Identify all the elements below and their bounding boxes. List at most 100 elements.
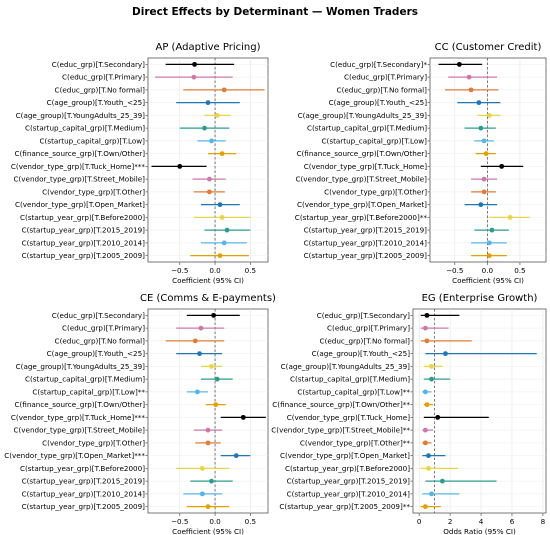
point-estimate (217, 202, 223, 208)
x-tick-label: −0.5 (446, 266, 463, 275)
point-estimate (468, 87, 474, 93)
point-estimate (233, 453, 239, 459)
x-tick-label: 0.5 (245, 266, 256, 275)
x-tick-label: 4 (479, 517, 484, 526)
point-estimate (507, 214, 513, 220)
row-label: C(age_group)[T.YoungAdults_25_39] (16, 362, 146, 371)
row-label: C(startup_year_grp)[T.2005_2009] (304, 251, 428, 260)
row-label: C(vendor_type_grp)[T.Tuck_Home] (287, 413, 411, 422)
row-label: C(educ_grp)[T.No formal] (320, 336, 411, 345)
point-estimate (429, 491, 434, 497)
point-estimate (217, 253, 223, 259)
row-label: C(vendor_type_grp)[T.Tuck_Home]*** (11, 162, 145, 171)
panel-eg: EG (Enterprise Growth) 0 2 4 6 8 C(educ_grp)[T… (271, 293, 547, 535)
point-estimate (207, 189, 212, 195)
point-estimate (205, 504, 211, 510)
panel-ap: AP (Adaptive Pricing) −0.5 0.0 0.5 C(educ_gr… (11, 42, 269, 285)
point-estimate (224, 227, 230, 233)
row-label: C(vendor_type_grp)[T.Open_Market]*** (4, 451, 145, 460)
point-estimate (439, 478, 445, 484)
point-estimate (221, 87, 227, 93)
plot-frame (429, 57, 547, 263)
row-label: C(startup_year_grp)[T.2015_2019] (287, 477, 411, 486)
point-estimate (422, 504, 428, 510)
row-label: C(vendor_type_grp)[T.Other] (42, 438, 145, 447)
x-axis-label: Coefficient (95% CI) (172, 276, 244, 285)
row-label: C(educ_grp)[T.Secondary] (317, 311, 410, 320)
row-label: C(age_group)[T.Youth_<25] (329, 98, 428, 107)
row-label: C(startup_year_grp)[T.2005_2009]** (279, 502, 410, 511)
x-tick-label: 0.5 (514, 266, 525, 275)
panel-title: EG (Enterprise Growth) (422, 293, 538, 304)
point-estimate (221, 240, 227, 246)
row-label: C(startup_capital_grp)[T.Low] (322, 136, 428, 145)
row-label: C(vendor_type_grp)[T.Street_Mobile]** (271, 426, 410, 435)
row-label: C(vendor_type_grp)[T.Street_Mobile] (13, 175, 145, 184)
row-label: C(vendor_type_grp)[T.Open_Market] (280, 451, 410, 460)
point-estimate (207, 176, 212, 182)
row-label: C(vendor_type_grp)[T.Other] (42, 187, 145, 196)
row-label: C(startup_capital_grp)[T.Medium] (290, 375, 410, 384)
row-label: C(age_group)[T.Youth_<25] (47, 349, 146, 358)
row-label: C(startup_year_grp)[T.2015_2019] (304, 226, 428, 235)
point-estimate (240, 414, 246, 420)
row-label: C(vendor_type_grp)[T.Tuck_Home] (304, 162, 428, 171)
point-estimate (476, 100, 482, 106)
row-label: C(vendor_type_grp)[T.Street_Mobile] (13, 426, 145, 435)
x-tick-label: 6 (510, 517, 515, 526)
row-label: C(startup_year_grp)[T.Before2000]** (295, 213, 428, 222)
panel-title: AP (Adaptive Pricing) (156, 42, 261, 53)
point-estimate (191, 74, 197, 80)
row-label: C(educ_grp)[T.Primary] (344, 73, 427, 82)
point-estimate (205, 427, 211, 433)
point-estimate (198, 325, 204, 331)
point-estimate (481, 189, 487, 195)
x-tick-label: 8 (541, 517, 546, 526)
point-estimate (486, 240, 492, 246)
row-label: C(age_group)[T.Youth_<25] (312, 349, 411, 358)
row-label: C(educ_grp)[T.No formal] (55, 85, 146, 94)
panel-title: CE (Comms & E-payments) (140, 293, 276, 304)
row-label: C(age_group)[T.YoungAdults_25_39] (16, 111, 146, 120)
row-label: C(finance_source_grp)[T.Own/Other]** (272, 400, 410, 409)
row-label: C(startup_year_grp)[T.2010_2014] (22, 489, 146, 498)
point-estimate (422, 325, 428, 331)
point-estimate (426, 465, 431, 471)
x-tick-label: 2 (448, 517, 453, 526)
point-estimate (177, 163, 183, 169)
x-axis-label: Coefficient (95% CI) (452, 276, 524, 285)
point-estimate (466, 74, 472, 80)
row-label: C(startup_year_grp)[T.Before2000] (20, 464, 145, 473)
point-estimate (205, 440, 211, 446)
panels: AP (Adaptive Pricing) −0.5 0.0 0.5 C(educ_gr… (4, 42, 547, 535)
point-estimate (499, 163, 505, 169)
point-estimate (214, 376, 220, 382)
point-estimate (486, 112, 492, 118)
row-label: C(startup_capital_grp)[T.Medium] (25, 375, 145, 384)
point-estimate (486, 253, 492, 259)
point-estimate (424, 402, 430, 408)
row-label: C(vendor_type_grp)[T.Other] (324, 187, 427, 196)
point-estimate (481, 176, 487, 182)
x-axis-label: Odds Ratio (95% CI) (443, 527, 516, 535)
point-estimate (422, 440, 428, 446)
point-estimate (202, 125, 207, 131)
point-estimate (192, 61, 197, 67)
row-label: C(educ_grp)[T.No formal] (55, 336, 146, 345)
point-estimate (209, 478, 214, 484)
row-label: C(vendor_type_grp)[T.Tuck_Home]*** (11, 413, 145, 422)
point-estimate (435, 414, 441, 420)
row-label: C(educ_grp)[T.Secondary] (52, 60, 145, 69)
x-tick-label: −0.5 (171, 517, 188, 526)
row-label: C(finance_source_grp)[T.Own/Other] (296, 149, 427, 158)
point-estimate (478, 202, 484, 208)
point-estimate (456, 61, 462, 67)
point-estimate (426, 453, 431, 459)
row-label: C(educ_grp)[T.Primary] (327, 324, 410, 333)
row-label: C(educ_grp)[T.Primary] (62, 324, 145, 333)
point-estimate (443, 351, 448, 357)
point-estimate (205, 100, 211, 106)
figure-title: Direct Effects by Determinant — Women Tr… (132, 6, 418, 18)
point-estimate (199, 465, 205, 471)
